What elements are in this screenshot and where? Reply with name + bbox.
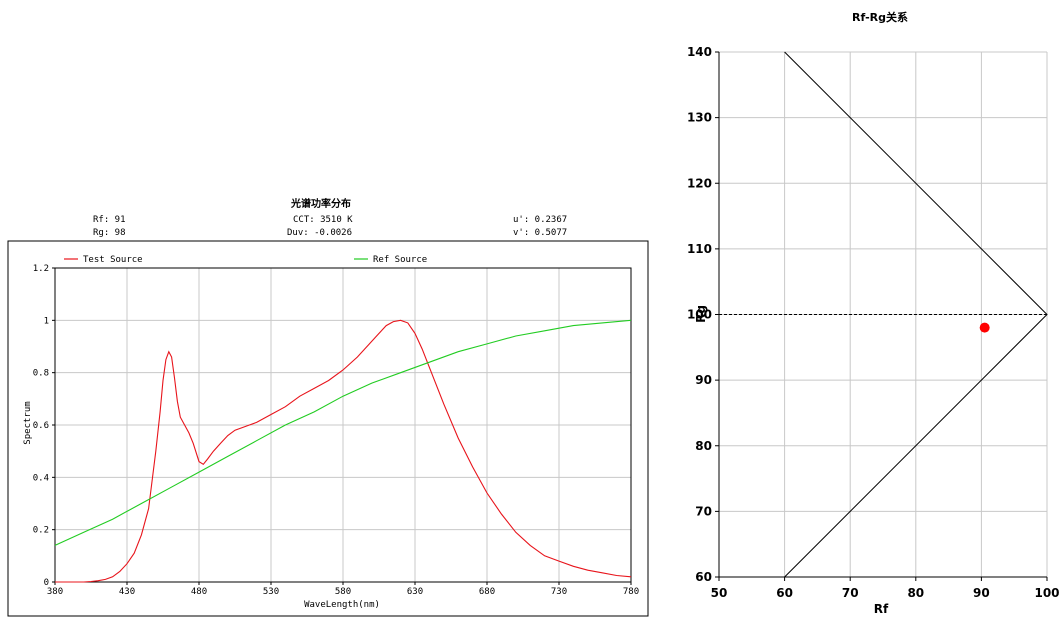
rfrg-x-tick-label: 100 <box>1034 586 1059 600</box>
legend-label-test-source-line: Test Source <box>83 255 143 265</box>
rfrg-x-axis-label: Rf <box>874 602 889 616</box>
test-source-line <box>55 319 632 583</box>
spectrum-y-tick-label: 0.6 <box>33 421 49 431</box>
spectrum-x-tick-label: 630 <box>407 587 423 597</box>
spectrum-y-tick-label: 1.2 <box>33 264 49 274</box>
spectrum-y-tick-label: 0.8 <box>33 369 49 379</box>
info-u: u': 0.2367 <box>513 215 567 225</box>
spectrum-plot-border <box>54 267 632 583</box>
legend-label-ref-source-line: Ref Source <box>373 255 427 265</box>
rfrg-x-tick-label: 70 <box>842 586 859 600</box>
info-v: v': 0.5077 <box>513 228 567 238</box>
spectrum-x-tick-label: 480 <box>191 587 207 597</box>
rfrg-y-tick-label: 130 <box>687 111 712 125</box>
spectrum-y-axis-label: Spectrum <box>23 401 33 444</box>
ref-source-line <box>54 319 632 546</box>
rfrg-y-tick-label: 100 <box>687 308 712 322</box>
rfrg-y-tick-label: 140 <box>687 45 712 59</box>
spectrum-x-axis-label: WaveLength(nm) <box>304 600 380 610</box>
rfrg-x-tick-label: 90 <box>973 586 990 600</box>
rfrg-y-tick-label: 60 <box>695 570 712 584</box>
rfrg-y-tick-label: 90 <box>695 373 712 387</box>
info-cct: CCT: 3510 K <box>293 215 353 225</box>
info-duv: Duv: -0.0026 <box>287 228 352 238</box>
spectrum-plot-area: 380 430 480 530 580 630 680 730 780 0 0.2 0.4 0.6 0.8… <box>33 255 639 597</box>
spectrum-x-tick-label: 380 <box>47 587 63 597</box>
rfrg-plot-area: 50 60 70 80 90 100 60 70 80 90 100 110 120 130 140 <box>687 45 1060 600</box>
rfrg-x-tick-label: 60 <box>776 586 793 600</box>
rfrg-y-tick-label: 120 <box>687 176 712 190</box>
spectrum-x-tick-label: 780 <box>623 587 639 597</box>
spectrum-y-tick-label: 1 <box>44 316 49 326</box>
info-rg: Rg: 98 <box>93 228 126 238</box>
spectrum-x-tick-label: 530 <box>263 587 279 597</box>
spectrum-x-tick-label: 730 <box>551 587 567 597</box>
spectrum-title: 光谱功率分布 <box>290 197 351 210</box>
spectrum-y-tick-label: 0.2 <box>33 526 49 536</box>
rfrg-y-axis-label: Rg <box>694 305 708 323</box>
rfrg-y-tick-label: 80 <box>695 439 712 453</box>
rfrg-y-tick-label: 70 <box>695 504 712 518</box>
rfrg-data-point <box>979 322 990 333</box>
spectrum-frame <box>7 240 649 617</box>
rfrg-title: Rf-Rg关系 <box>852 10 908 24</box>
spectrum-y-tick-label: 0 <box>44 578 49 588</box>
rfrg-x-tick-label: 50 <box>711 586 728 600</box>
spectrum-x-tick-label: 430 <box>119 587 135 597</box>
rfrg-x-tick-label: 80 <box>907 586 924 600</box>
spectrum-x-tick-label: 680 <box>479 587 495 597</box>
rfrg-boundary <box>784 51 1048 578</box>
spectrum-y-tick-label: 0.4 <box>33 473 49 483</box>
spectrum-x-tick-label: 580 <box>335 587 351 597</box>
info-rf: Rf: 91 <box>93 215 126 225</box>
rfrg-y-tick-label: 110 <box>687 242 712 256</box>
